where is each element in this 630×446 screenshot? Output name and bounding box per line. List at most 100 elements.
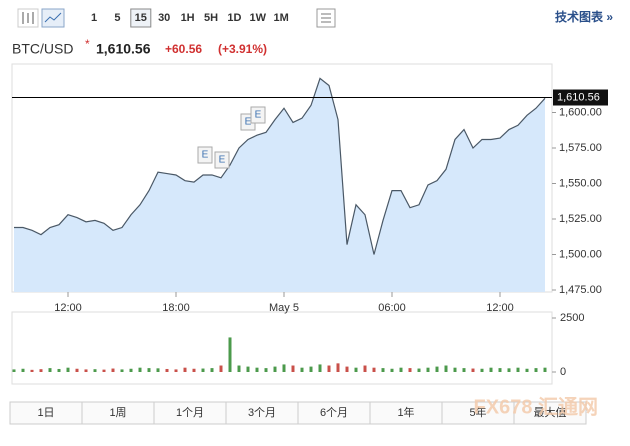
- range-label[interactable]: 5年: [469, 405, 486, 419]
- range-label[interactable]: 最大值: [534, 405, 567, 419]
- last-price-tag: [553, 89, 608, 106]
- range-button[interactable]: [513, 401, 587, 425]
- volume-bar: [417, 368, 421, 372]
- volume-bar: [30, 369, 34, 372]
- volume-bar: [39, 369, 43, 372]
- interval-button[interactable]: 1D: [227, 12, 241, 24]
- event-label[interactable]: E: [202, 150, 209, 161]
- volume-bar: [525, 368, 529, 372]
- volume-bar: [282, 364, 286, 372]
- volume-bar: [309, 366, 313, 372]
- volume-bar: [201, 368, 205, 372]
- volume-bar: [273, 366, 277, 372]
- tech-chart-link[interactable]: 技术图表 »: [555, 9, 613, 24]
- interval-button[interactable]: 1H: [181, 12, 195, 24]
- volume-bar: [336, 363, 340, 372]
- volume-bar: [255, 367, 259, 372]
- x-tick-label: 12:00: [54, 302, 82, 314]
- toolbar-icons: [17, 8, 336, 28]
- volume-bar: [219, 365, 223, 372]
- volume-bar: [363, 365, 367, 372]
- volume-bar: [372, 367, 376, 372]
- volume-bar: [390, 368, 394, 372]
- event-label[interactable]: E: [219, 155, 226, 166]
- interval-button[interactable]: 1W: [250, 12, 267, 24]
- volume-bar: [165, 368, 169, 372]
- volume-bar: [300, 367, 304, 372]
- volume-bar: [327, 365, 331, 372]
- volume-bar: [228, 337, 232, 372]
- volume-bar: [408, 368, 412, 372]
- marker: *: [85, 37, 90, 51]
- volume-bar: [453, 367, 457, 372]
- volume-bar: [462, 368, 466, 372]
- volume-bar: [264, 368, 268, 372]
- x-tick-label: 18:00: [162, 302, 190, 314]
- range-label[interactable]: 6个月: [320, 406, 348, 419]
- volume-bar: [516, 367, 520, 372]
- volume-bar: [75, 368, 79, 372]
- y-tick-label: 1,550.00: [559, 177, 602, 189]
- y-tick-label: 0: [560, 366, 566, 378]
- event-flag[interactable]: [197, 146, 213, 164]
- volume-bar: [471, 368, 475, 372]
- price-line: [14, 77, 546, 255]
- volume-bar: [543, 367, 547, 372]
- interval-button[interactable]: 5H: [204, 12, 218, 24]
- volume-bar: [381, 368, 385, 372]
- event-label[interactable]: E: [255, 110, 262, 121]
- event-label[interactable]: E: [245, 117, 252, 128]
- range-label[interactable]: 1年: [397, 405, 414, 419]
- volume-bar: [399, 367, 403, 372]
- volume-bar: [489, 367, 493, 372]
- price: 1,610.56: [96, 41, 151, 57]
- interval-button[interactable]: 30: [158, 12, 170, 24]
- event-flag[interactable]: [214, 151, 230, 169]
- y-tick-label: 1,475.00: [559, 284, 602, 296]
- volume-bar: [21, 368, 25, 372]
- volume-bar: [138, 367, 142, 372]
- volume-bar: [57, 368, 61, 372]
- volume-bar: [498, 368, 502, 372]
- event-flag[interactable]: [250, 106, 266, 124]
- volume-bar: [156, 368, 160, 372]
- volume-bar: [534, 368, 538, 372]
- x-tick-label: 06:00: [378, 302, 406, 314]
- change-pct: (+3.91%): [218, 42, 267, 56]
- interval-button[interactable]: 15: [135, 12, 147, 24]
- volume-bar: [435, 366, 439, 372]
- range-label[interactable]: 3个月: [248, 406, 276, 419]
- range-label[interactable]: 1周: [109, 406, 126, 419]
- volume-bar: [174, 369, 178, 372]
- x-tick-label: May 5: [269, 302, 299, 314]
- volume-bar: [12, 369, 16, 372]
- x-tick-label: 12:00: [486, 302, 514, 314]
- y-tick-label: 1,575.00: [559, 142, 602, 154]
- interval-button[interactable]: 1M: [274, 12, 289, 24]
- volume-bar: [183, 367, 187, 372]
- range-label[interactable]: 1个月: [176, 406, 204, 419]
- volume-bar: [210, 368, 214, 372]
- selected-box: [130, 8, 152, 28]
- y-tick-label: 1,525.00: [559, 213, 602, 225]
- volume-bar: [291, 365, 295, 372]
- volume-bar: [147, 368, 151, 372]
- watermark: FX678 汇通网: [474, 395, 598, 418]
- volume-bar: [93, 369, 97, 372]
- volume-bar: [426, 367, 430, 372]
- volume-bar: [120, 369, 124, 372]
- change: +60.56: [165, 42, 202, 56]
- interval-button[interactable]: 5: [114, 12, 120, 24]
- interval-button[interactable]: 1: [91, 12, 97, 24]
- line-icon[interactable]: [41, 8, 65, 28]
- range-label[interactable]: 1日: [37, 407, 54, 419]
- volume-bar: [444, 365, 448, 372]
- volume-frame: [11, 311, 553, 385]
- last-price-label: 1,610.56: [557, 91, 600, 103]
- volume-bar: [354, 367, 358, 372]
- volume-bar: [84, 369, 88, 372]
- volume-bar: [246, 366, 250, 372]
- y-tick-label: 1,600.00: [559, 106, 602, 118]
- volume-bar: [102, 369, 106, 372]
